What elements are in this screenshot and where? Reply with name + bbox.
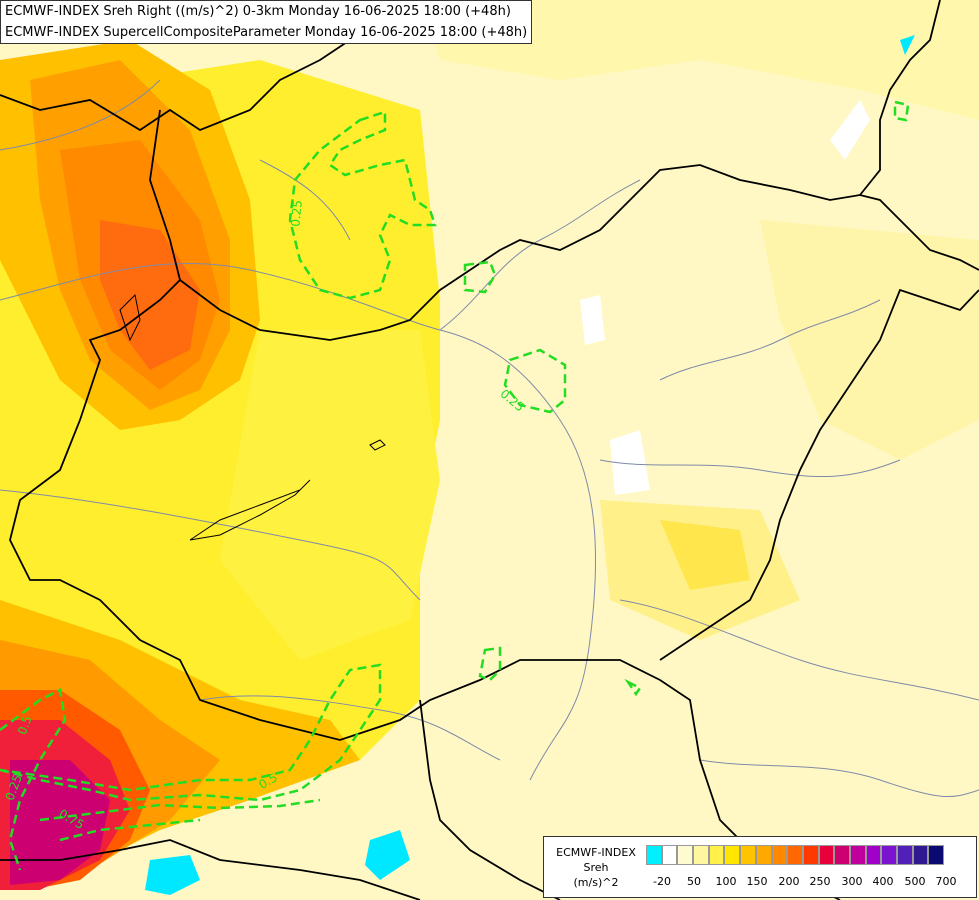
legend-title-line: (m/s)^2 (573, 876, 619, 889)
rivers (0, 79, 979, 797)
legend-swatch (677, 845, 694, 865)
legend-swatch (787, 845, 803, 865)
legend-tick-label: 150 (746, 875, 768, 888)
legend-tick-label: -20 (653, 875, 671, 888)
legend-swatch (740, 845, 756, 865)
legend-swatch (724, 845, 741, 865)
legend-tick-label: 100 (715, 875, 737, 888)
legend-swatch (818, 845, 835, 865)
scp-contours (0, 100, 910, 871)
legend-tick-label: 50 (687, 875, 701, 888)
legend-tick-label: 250 (809, 875, 831, 888)
legend-tick-label: 700 (935, 875, 957, 888)
legend-tick-label: 500 (904, 875, 926, 888)
legend-ticks: -20 50 100 150 200 250 300 400 500 700 (646, 875, 976, 889)
legend-swatch (928, 845, 945, 865)
legend-swatch (881, 845, 897, 865)
color-legend: ECMWF-INDEX Sreh (m/s)^2 -20 50 100 150 200 2… (543, 836, 977, 898)
legend-swatch (897, 845, 913, 865)
legend-swatch (771, 845, 788, 865)
legend-swatch (849, 845, 866, 865)
legend-swatch (661, 845, 678, 865)
title-line-sreh: ECMWF-INDEX Sreh Right ((m/s)^2) 0-3km M… (5, 4, 511, 19)
legend-swatches (646, 845, 945, 865)
legend-title: ECMWF-INDEX Sreh (m/s)^2 (548, 845, 644, 890)
contour-label: 0.5 (15, 714, 35, 737)
legend-swatch (708, 845, 725, 865)
legend-swatch (865, 845, 882, 865)
legend-swatch (802, 845, 819, 865)
legend-swatch (693, 845, 709, 865)
legend-tick-label: 300 (841, 875, 863, 888)
legend-swatch (912, 845, 929, 865)
map-title: ECMWF-INDEX Sreh Right ((m/s)^2) 0-3km M… (0, 0, 533, 44)
legend-swatch (646, 845, 662, 865)
title-line-scp: ECMWF-INDEX SupercellCompositeParameter … (5, 25, 528, 40)
legend-swatch (755, 845, 772, 865)
lakes (119, 293, 386, 541)
legend-tick-label: 400 (872, 875, 894, 888)
contour-label: 0.25 (288, 199, 304, 227)
legend-title-line: Sreh (583, 861, 609, 874)
intense-core (0, 690, 150, 890)
low-value-spots (145, 35, 915, 895)
legend-swatch (834, 845, 850, 865)
legend-tick-label: 200 (778, 875, 800, 888)
legend-title-line: ECMWF-INDEX (556, 846, 636, 859)
light-yellow-areas (420, 0, 979, 640)
